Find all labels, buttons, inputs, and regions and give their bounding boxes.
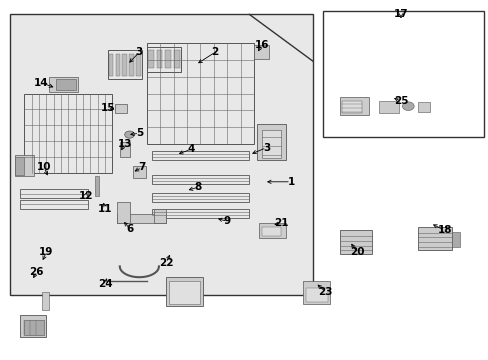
Bar (256, 124, 285, 160)
Bar (41, 292, 49, 310)
Bar (117, 202, 129, 223)
Bar (168, 281, 200, 304)
Bar (10, 14, 312, 295)
Bar (261, 227, 281, 236)
Text: 9: 9 (224, 216, 230, 226)
Text: 7: 7 (138, 162, 145, 172)
Bar (146, 43, 254, 144)
Bar (151, 151, 249, 160)
Text: 6: 6 (126, 224, 133, 234)
Bar (20, 200, 88, 209)
Bar (133, 166, 145, 178)
Text: 13: 13 (117, 139, 132, 149)
Bar (417, 227, 451, 250)
Bar (173, 50, 179, 68)
Bar (56, 79, 76, 90)
Bar (378, 101, 398, 113)
Bar (148, 50, 154, 68)
Text: 12: 12 (78, 191, 93, 201)
Bar (24, 320, 44, 335)
Bar (165, 50, 171, 68)
Bar (339, 230, 371, 254)
Bar (154, 209, 166, 223)
Bar (305, 288, 327, 302)
Bar (417, 102, 429, 112)
Text: 14: 14 (34, 78, 49, 88)
Text: 8: 8 (194, 182, 201, 192)
Bar (146, 47, 181, 72)
Text: 24: 24 (98, 279, 112, 289)
Text: 18: 18 (437, 225, 451, 235)
Text: 15: 15 (100, 103, 115, 113)
Bar (259, 223, 285, 238)
Bar (261, 130, 281, 158)
Text: 21: 21 (273, 218, 288, 228)
Bar (15, 157, 24, 175)
Bar (49, 77, 78, 92)
Text: 25: 25 (393, 96, 407, 106)
Bar (151, 209, 249, 218)
Bar (108, 54, 113, 76)
Bar (15, 155, 34, 176)
Bar (156, 50, 162, 68)
Bar (303, 281, 329, 304)
Bar (166, 277, 203, 306)
Bar (115, 54, 120, 76)
Bar (107, 50, 142, 79)
Bar (117, 214, 166, 223)
Bar (151, 175, 249, 184)
Text: 4: 4 (186, 144, 194, 154)
Text: 19: 19 (39, 247, 54, 257)
Text: 22: 22 (159, 258, 173, 268)
Bar (322, 11, 483, 137)
Text: 20: 20 (349, 247, 364, 257)
Text: 17: 17 (393, 9, 407, 19)
Bar (120, 142, 129, 157)
Bar (122, 54, 127, 76)
Text: 3: 3 (136, 47, 142, 57)
Bar (136, 54, 141, 76)
Text: 5: 5 (136, 128, 142, 138)
Text: 16: 16 (254, 40, 268, 50)
Bar (20, 189, 88, 198)
Bar (129, 54, 134, 76)
Text: 1: 1 (287, 177, 294, 187)
Text: 2: 2 (211, 47, 218, 57)
Text: 23: 23 (317, 287, 332, 297)
Bar (254, 45, 268, 59)
Bar (451, 232, 459, 247)
Circle shape (402, 102, 413, 111)
Bar (339, 97, 368, 115)
Text: 10: 10 (37, 162, 51, 172)
Bar (20, 315, 46, 337)
Bar (115, 104, 127, 113)
Bar (24, 94, 112, 173)
Bar (342, 101, 361, 113)
Text: 11: 11 (98, 204, 112, 214)
Bar (95, 176, 99, 196)
Text: 26: 26 (29, 267, 44, 277)
Text: 3: 3 (263, 143, 269, 153)
Circle shape (124, 131, 134, 138)
Bar (151, 193, 249, 202)
